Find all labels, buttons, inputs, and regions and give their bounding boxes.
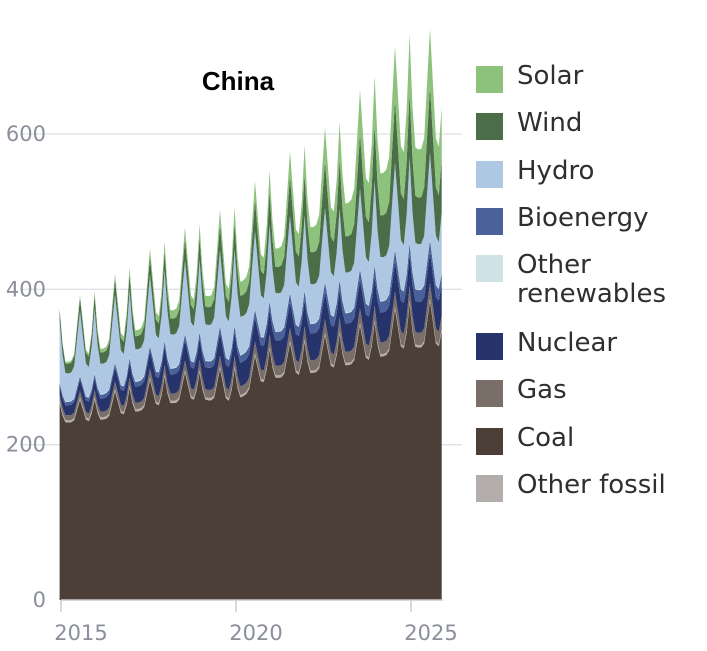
legend-item: Bioenergy <box>476 202 704 251</box>
legend-label: Bioenergy <box>517 202 649 233</box>
legend-swatch <box>476 255 503 283</box>
legend-swatch <box>476 475 503 503</box>
stacked-areas <box>59 28 442 600</box>
x-tick-label: 2015 <box>54 621 107 645</box>
legend-item: Other fossil <box>476 471 704 518</box>
legend-swatch <box>476 113 503 141</box>
legend-item: Nuclear <box>476 329 704 376</box>
legend-item: Solar <box>476 62 704 109</box>
y-tick-label: 600 <box>6 122 46 146</box>
area-hydro <box>59 152 442 402</box>
area-bioenergy <box>59 240 442 406</box>
legend-label: Other renewables <box>517 250 667 310</box>
legend-swatch <box>476 207 503 235</box>
area-solar <box>59 28 442 364</box>
legend-label: Hydro <box>517 155 595 186</box>
legend-label: Wind <box>517 108 583 139</box>
legend-swatch <box>476 427 503 455</box>
legend-label: Solar <box>517 61 584 91</box>
legend-label: Nuclear <box>517 328 618 359</box>
legend-label: Other fossil <box>517 470 666 501</box>
y-tick-label: 200 <box>6 433 46 457</box>
x-tick-label: 2025 <box>404 621 457 645</box>
area-gas <box>59 283 442 421</box>
legend-swatch <box>476 333 503 361</box>
legend-item: Gas <box>476 376 704 423</box>
x-tick-label: 2020 <box>229 621 282 645</box>
legend-swatch <box>476 380 503 408</box>
area-coal <box>59 301 442 600</box>
legend-swatch <box>476 160 503 188</box>
legend-label: Coal <box>517 422 575 453</box>
legend-label: Gas <box>517 375 567 406</box>
legend-item: Hydro <box>476 155 704 204</box>
y-tick-label: 400 <box>6 277 46 301</box>
area-nuclear <box>59 252 442 416</box>
y-tick-label: 0 <box>33 588 46 612</box>
legend-swatch <box>476 66 503 93</box>
chart-title: China <box>202 66 275 96</box>
legend: Solar Wind Hydro Bioenergy Other renewables N… <box>476 62 704 518</box>
axes: 0 200 400 600 2015 2020 2025 <box>6 122 458 645</box>
legend-item: Coal <box>476 422 704 471</box>
area-wind <box>59 86 442 374</box>
legend-item: Wind <box>476 109 704 156</box>
legend-item: Other renewables <box>476 251 704 329</box>
